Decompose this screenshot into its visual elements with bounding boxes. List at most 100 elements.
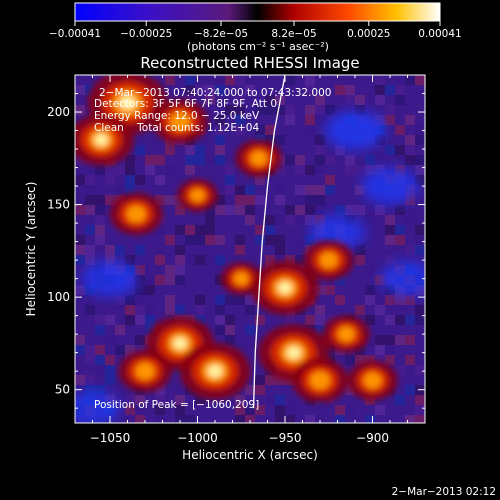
noise-cell	[235, 125, 245, 135]
noise-cell	[235, 415, 245, 423]
noise-cell	[235, 185, 245, 195]
noise-cell	[305, 205, 315, 215]
noise-cell	[295, 255, 305, 265]
noise-cell	[385, 255, 395, 265]
noise-cell	[105, 175, 115, 185]
noise-cell	[105, 365, 115, 375]
noise-cell	[385, 345, 395, 355]
noise-cell	[285, 255, 295, 265]
noise-cell	[375, 275, 385, 285]
hot-spot-inner	[337, 326, 355, 342]
noise-cell	[245, 295, 255, 305]
noise-cell	[85, 85, 95, 95]
noise-cell	[155, 175, 165, 185]
noise-cell	[245, 185, 255, 195]
noise-cell	[185, 95, 195, 105]
noise-cell	[375, 285, 385, 295]
noise-cell	[275, 105, 285, 115]
noise-cell	[255, 225, 265, 235]
noise-cell	[405, 355, 415, 365]
noise-cell	[95, 225, 105, 235]
noise-cell	[155, 155, 165, 165]
noise-cell	[315, 105, 325, 115]
noise-cell	[115, 345, 125, 355]
noise-cell	[415, 225, 425, 235]
noise-cell	[165, 165, 175, 175]
y-tick-label: 150	[47, 198, 70, 212]
noise-cell	[205, 235, 215, 245]
noise-cell	[295, 205, 305, 215]
noise-cell	[285, 405, 295, 415]
noise-cell	[135, 395, 145, 405]
noise-cell	[145, 315, 155, 325]
noise-cell	[105, 315, 115, 325]
noise-cell	[385, 295, 395, 305]
cold-spot	[75, 390, 120, 423]
noise-cell	[335, 85, 345, 95]
noise-cell	[395, 315, 405, 325]
noise-cell	[255, 375, 265, 385]
noise-cell	[325, 185, 335, 195]
colorbar-tick-label: 8.2e−05	[271, 28, 316, 40]
noise-cell	[105, 335, 115, 345]
noise-cell	[275, 195, 285, 205]
noise-cell	[255, 385, 265, 395]
noise-cell	[405, 415, 415, 423]
noise-cell	[295, 155, 305, 165]
noise-cell	[365, 155, 375, 165]
noise-cell	[125, 155, 135, 165]
noise-cell	[185, 145, 195, 155]
noise-cell	[165, 195, 175, 205]
noise-cell	[315, 305, 325, 315]
noise-cell	[395, 125, 405, 135]
noise-cell	[355, 165, 365, 175]
noise-cell	[225, 205, 235, 215]
colorbar-tick-label: −8.2e−05	[194, 28, 248, 40]
noise-cell	[235, 195, 245, 205]
noise-cell	[415, 395, 425, 405]
noise-cell	[215, 115, 225, 125]
annotation-detectors: Detectors: 3F 5F 6F 7F 8F 9F, Att 0	[94, 98, 277, 110]
noise-cell	[235, 75, 245, 85]
noise-cell	[115, 185, 125, 195]
colorbar-tick-label: −0.00041	[49, 28, 101, 40]
noise-cell	[285, 215, 295, 225]
noise-cell	[275, 375, 285, 385]
noise-cell	[365, 315, 375, 325]
noise-cell	[235, 235, 245, 245]
noise-cell	[405, 135, 415, 145]
noise-cell	[315, 185, 325, 195]
noise-cell	[315, 325, 325, 335]
noise-cell	[135, 145, 145, 155]
noise-cell	[385, 315, 395, 325]
noise-cell	[255, 315, 265, 325]
noise-cell	[85, 175, 95, 185]
noise-cell	[145, 275, 155, 285]
noise-cell	[265, 255, 275, 265]
noise-cell	[245, 195, 255, 205]
noise-cell	[165, 145, 175, 155]
noise-cell	[365, 335, 375, 345]
noise-cell	[415, 245, 425, 255]
noise-cell	[75, 205, 85, 215]
x-tick-label: −1000	[177, 431, 218, 445]
noise-cell	[105, 165, 115, 175]
noise-cell	[255, 405, 265, 415]
noise-cell	[85, 305, 95, 315]
noise-cell	[75, 285, 85, 295]
noise-cell	[265, 375, 275, 385]
noise-cell	[135, 305, 145, 315]
noise-cell	[195, 315, 205, 325]
noise-cell	[365, 355, 375, 365]
noise-cell	[395, 225, 405, 235]
noise-cell	[175, 415, 185, 423]
noise-cell	[245, 325, 255, 335]
noise-cell	[215, 95, 225, 105]
hot-spot-inner	[190, 188, 205, 202]
noise-cell	[395, 295, 405, 305]
noise-cell	[305, 235, 315, 245]
noise-cell	[135, 175, 145, 185]
noise-cell	[125, 185, 135, 195]
noise-cell	[315, 115, 325, 125]
noise-cell	[385, 355, 395, 365]
